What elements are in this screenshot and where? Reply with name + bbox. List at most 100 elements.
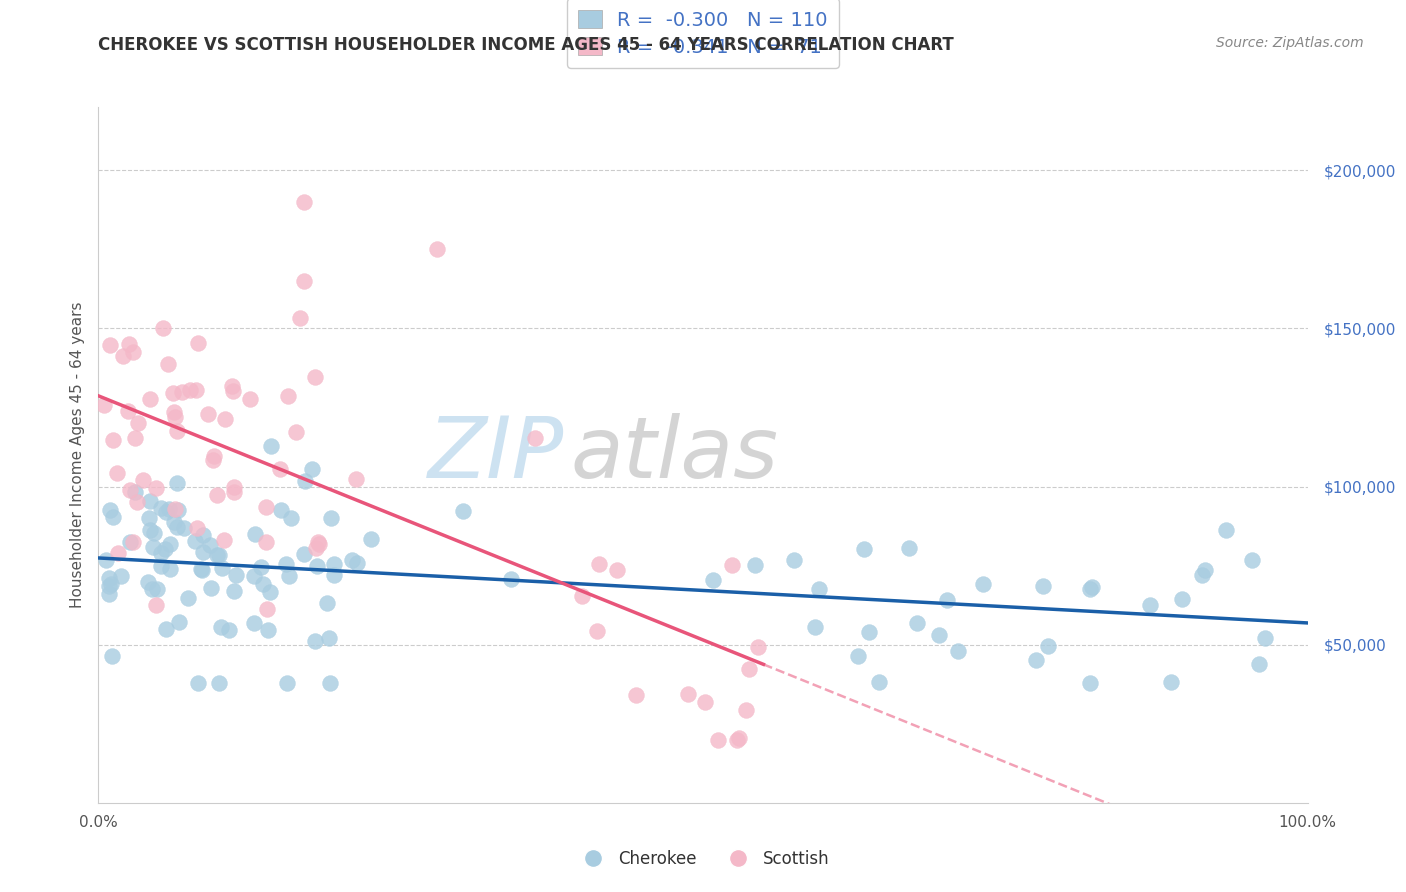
- Point: [301, 462, 323, 476]
- Point: [191, 563, 214, 577]
- Point: [163, 409, 186, 424]
- Point: [783, 553, 806, 567]
- Point: [907, 615, 929, 630]
- Point: [152, 321, 174, 335]
- Point: [269, 462, 291, 476]
- Point: [207, 488, 229, 502]
- Point: [193, 545, 215, 559]
- Point: [166, 520, 188, 534]
- Point: [139, 523, 162, 537]
- Point: [707, 732, 730, 747]
- Point: [344, 472, 367, 486]
- Point: [307, 535, 329, 549]
- Point: [524, 431, 547, 445]
- Point: [93, 398, 115, 412]
- Point: [149, 547, 172, 561]
- Point: [101, 509, 124, 524]
- Point: [276, 675, 298, 690]
- Point: [319, 675, 342, 690]
- Point: [898, 541, 921, 556]
- Point: [277, 389, 299, 403]
- Point: [586, 624, 609, 639]
- Point: [276, 557, 298, 571]
- Point: [292, 194, 315, 209]
- Point: [1194, 563, 1216, 577]
- Point: [1032, 579, 1054, 593]
- Point: [305, 541, 328, 555]
- Point: [163, 501, 186, 516]
- Point: [205, 548, 228, 562]
- Point: [259, 585, 281, 599]
- Point: [107, 467, 129, 481]
- Point: [808, 582, 831, 597]
- Point: [118, 534, 141, 549]
- Point: [187, 675, 209, 690]
- Point: [225, 568, 247, 582]
- Point: [588, 558, 610, 572]
- Point: [183, 533, 205, 548]
- Point: [1081, 580, 1104, 594]
- Point: [453, 504, 475, 518]
- Point: [1036, 639, 1059, 653]
- Point: [98, 502, 121, 516]
- Point: [804, 620, 827, 634]
- Point: [172, 384, 194, 399]
- Point: [292, 547, 315, 561]
- Point: [222, 484, 245, 499]
- Point: [190, 562, 212, 576]
- Point: [122, 345, 145, 359]
- Point: [163, 515, 186, 529]
- Point: [98, 571, 121, 585]
- Point: [139, 494, 162, 508]
- Point: [946, 644, 969, 658]
- Point: [1139, 598, 1161, 612]
- Point: [139, 392, 162, 407]
- Point: [285, 425, 308, 439]
- Point: [221, 379, 243, 393]
- Text: atlas: atlas: [569, 413, 778, 497]
- Point: [346, 556, 368, 570]
- Point: [157, 501, 180, 516]
- Point: [150, 501, 173, 516]
- Point: [208, 675, 231, 690]
- Point: [117, 404, 139, 418]
- Point: [184, 383, 207, 397]
- Point: [142, 525, 165, 540]
- Point: [304, 634, 326, 648]
- Point: [159, 537, 181, 551]
- Point: [141, 582, 163, 597]
- Point: [323, 558, 346, 572]
- Point: [321, 510, 343, 524]
- Point: [191, 528, 214, 542]
- Point: [166, 424, 188, 438]
- Point: [254, 500, 277, 515]
- Point: [98, 337, 121, 351]
- Point: [187, 335, 209, 350]
- Point: [936, 592, 959, 607]
- Point: [156, 357, 179, 371]
- Point: [131, 474, 153, 488]
- Point: [173, 521, 195, 535]
- Point: [222, 480, 245, 494]
- Point: [243, 616, 266, 631]
- Point: [499, 572, 522, 586]
- Point: [202, 449, 225, 463]
- Point: [163, 405, 186, 419]
- Point: [162, 385, 184, 400]
- Point: [260, 439, 283, 453]
- Point: [868, 675, 890, 690]
- Point: [202, 453, 225, 467]
- Point: [744, 558, 766, 572]
- Point: [122, 535, 145, 549]
- Point: [101, 433, 124, 447]
- Point: [107, 546, 129, 560]
- Point: [198, 539, 221, 553]
- Point: [124, 431, 146, 445]
- Point: [725, 732, 748, 747]
- Point: [702, 574, 724, 588]
- Point: [110, 569, 132, 583]
- Point: [721, 558, 744, 572]
- Point: [308, 537, 330, 551]
- Point: [316, 596, 339, 610]
- Point: [695, 695, 717, 709]
